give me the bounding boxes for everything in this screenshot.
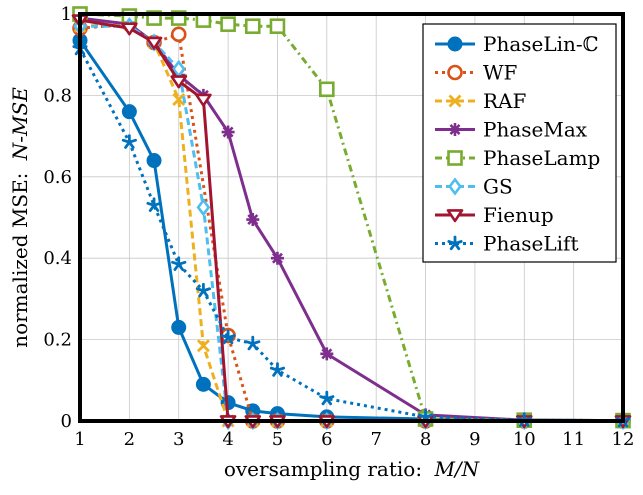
marker — [145, 36, 163, 50]
legend-box — [422, 23, 617, 263]
marker — [170, 75, 188, 89]
x-tick-label: 6 — [321, 429, 332, 450]
marker — [448, 177, 462, 196]
marker — [196, 198, 211, 217]
x-tick-label: 1 — [74, 429, 85, 450]
y-tick-label: 1 — [61, 4, 72, 25]
marker — [319, 81, 335, 98]
x-axis-label-text: oversampling ratio: — [224, 457, 422, 481]
marker — [170, 26, 187, 43]
x-axis-label-math: M/N — [433, 457, 480, 481]
plot-frame — [78, 12, 625, 423]
x-tick-label: 11 — [562, 429, 585, 450]
y-tick-label: 0.8 — [43, 85, 72, 106]
marker — [121, 134, 137, 149]
marker — [172, 92, 186, 106]
marker — [446, 209, 464, 223]
marker — [171, 256, 187, 271]
legend-entry: WF — [435, 61, 518, 85]
marker — [447, 36, 463, 52]
legend-label: PhaseMax — [483, 118, 588, 142]
x-tick-label: 3 — [173, 429, 184, 450]
marker — [121, 22, 138, 36]
legend-label: WF — [483, 61, 518, 85]
marker — [220, 329, 236, 345]
x-tick-label: 10 — [513, 429, 536, 450]
x-tick-label: 4 — [222, 429, 233, 450]
y-axis-label-math: N-MSE — [8, 87, 32, 161]
legend-entry: RAF — [435, 89, 527, 113]
marker — [220, 16, 236, 32]
x-tick-label: 12 — [612, 429, 635, 450]
legend-label: PhaseLamp — [483, 146, 600, 170]
legend-entry: Fienup — [435, 203, 554, 227]
x-axis-label: oversampling ratio: M/N — [224, 457, 481, 481]
marker — [195, 282, 211, 298]
legend-label: RAF — [483, 89, 527, 113]
marker — [269, 18, 286, 35]
legend-entry: PhaseLin-ℂ — [435, 32, 599, 56]
marker — [448, 94, 462, 108]
marker — [319, 390, 335, 406]
marker — [245, 335, 261, 351]
legend-label: Fienup — [483, 203, 554, 227]
y-tick-label: 0.6 — [43, 167, 72, 188]
legend-entry: PhaseLamp — [435, 146, 600, 170]
marker — [244, 18, 261, 35]
marker — [121, 104, 137, 120]
marker — [196, 339, 210, 353]
marker — [146, 197, 162, 212]
x-tick-label: 8 — [420, 429, 431, 450]
marker — [146, 153, 162, 169]
x-tick-label: 7 — [370, 429, 381, 450]
y-tick-label: 0.4 — [43, 248, 72, 269]
marker — [246, 213, 260, 227]
marker — [195, 93, 212, 107]
series-line — [78, 47, 624, 423]
x-tick-label: 2 — [124, 429, 135, 450]
legend-entry: PhaseMax — [435, 118, 588, 142]
y-tick-label: 0.2 — [43, 330, 72, 351]
x-tick-label: 5 — [272, 429, 283, 450]
legend-entry: PhaseLift — [435, 232, 578, 256]
legend-label: PhaseLift — [483, 232, 578, 256]
y-tick-label: 0 — [61, 411, 72, 432]
marker — [171, 319, 187, 335]
marker — [447, 235, 463, 251]
marker — [447, 64, 463, 81]
marker — [320, 347, 334, 361]
y-axis-label-text: normalized MSE: — [8, 173, 32, 348]
marker — [195, 376, 211, 392]
marker — [269, 362, 286, 377]
legend-label: PhaseLin-ℂ — [483, 32, 599, 56]
x-tick-label: 9 — [469, 429, 480, 450]
legend: PhaseLin-ℂ WF RAF PhaseMax PhaseLamp GS Fienup… — [422, 23, 617, 263]
marker — [448, 123, 462, 136]
marker — [447, 150, 463, 166]
legend-entry: GS — [435, 175, 513, 199]
series-phaselift — [72, 40, 631, 428]
y-axis-label: normalized MSE: N-MSE — [8, 87, 32, 348]
legend-label: GS — [483, 175, 513, 199]
marker — [221, 125, 235, 139]
marker — [270, 251, 284, 265]
